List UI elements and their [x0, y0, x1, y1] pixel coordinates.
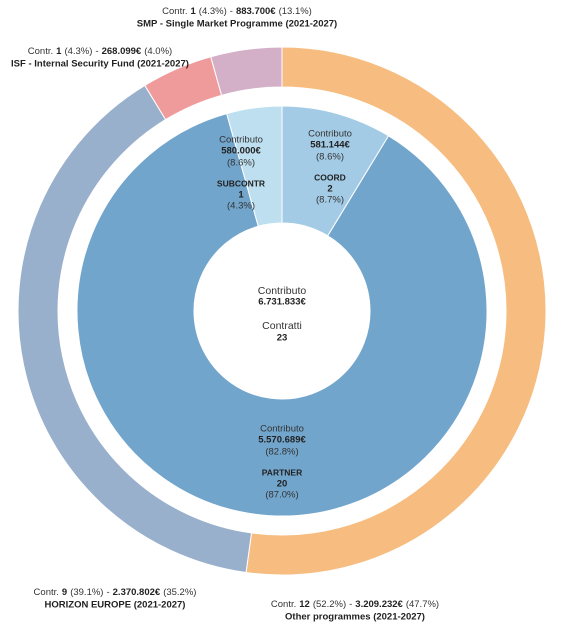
contracts: 9 [62, 587, 67, 598]
contr-prefix: Contr. [34, 587, 59, 598]
contribution-share: (82.8%) [265, 447, 298, 458]
contract-share: (4.3%) [227, 201, 255, 212]
contribution-share: (8.6%) [316, 152, 344, 163]
contract-share: (4.3%) [199, 6, 227, 17]
contract-share: (4.3%) [64, 46, 92, 57]
outer-segment [245, 46, 547, 576]
contribution: 883.700€ [236, 6, 276, 17]
center-contribution: 6.731.833€ [258, 297, 306, 308]
role-name: SUBCONTR [217, 178, 265, 188]
inner-segment [76, 112, 488, 517]
contribution: 2.370.802€ [113, 587, 161, 598]
programme-name: SMP - Single Market Programme (2021-2027… [137, 19, 337, 30]
contribution-caption: Contributo [308, 129, 352, 140]
center-caption: Contributo [258, 285, 307, 297]
separator: - [349, 599, 352, 610]
contribution: 581.144€ [310, 140, 350, 151]
contract-share: (8.7%) [316, 195, 344, 206]
role-name: PARTNER [262, 467, 302, 477]
contribution: 5.570.689€ [258, 435, 306, 446]
outer-label: Contr. 1 (4.3%) -268.099€ (4.0%) [28, 46, 172, 57]
outer-label: Contr. 12 (52.2%) -3.209.232€ (47.7%) [271, 599, 439, 610]
contracts: 1 [56, 46, 62, 57]
contract-share: (39.1%) [70, 587, 103, 598]
contracts: 2 [327, 184, 332, 195]
programme-name: HORIZON EUROPE (2021-2027) [45, 600, 186, 611]
inner-segment [226, 105, 283, 227]
contribution-share: (8.6%) [227, 158, 255, 169]
outer-label: Contr. 1 (4.3%) -883.700€ (13.1%) [162, 6, 312, 17]
programme-name: ISF - Internal Security Fund (2021-2027) [11, 59, 189, 70]
center-caption: Contratti [262, 320, 302, 332]
contr-prefix: Contr. [162, 6, 187, 17]
contract-share: (87.0%) [265, 490, 298, 501]
programme-name: Other programmes (2021-2027) [285, 612, 425, 623]
contribution-caption: Contributo [219, 135, 263, 146]
contribution-share: (47.7%) [406, 599, 439, 610]
contracts: 20 [277, 479, 288, 490]
center-contracts: 23 [277, 333, 288, 344]
contribution: 3.209.232€ [355, 599, 403, 610]
contribution-caption: Contributo [260, 424, 304, 435]
contribution-share: (4.0%) [144, 46, 172, 57]
contribution-share: (13.1%) [279, 6, 312, 17]
contr-prefix: Contr. [28, 46, 53, 57]
contracts: 1 [238, 190, 244, 201]
outer-label: Contr. 9 (39.1%) -2.370.802€ (35.2%) [34, 587, 197, 598]
contribution-share: (35.2%) [163, 587, 196, 598]
outer-segment [210, 46, 283, 96]
contribution: 268.099€ [102, 46, 142, 57]
role-name: COORD [314, 172, 346, 182]
contracts: 1 [191, 6, 197, 17]
separator: - [230, 6, 233, 17]
separator: - [106, 587, 109, 598]
contracts: 12 [299, 599, 310, 610]
separator: - [95, 46, 98, 57]
contr-prefix: Contr. [271, 599, 296, 610]
contract-share: (52.2%) [313, 599, 346, 610]
contribution: 580.000€ [221, 146, 261, 157]
